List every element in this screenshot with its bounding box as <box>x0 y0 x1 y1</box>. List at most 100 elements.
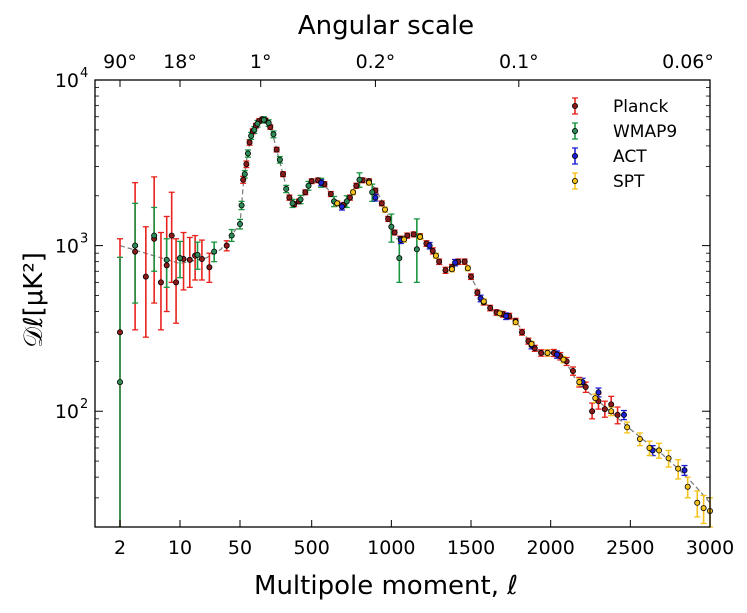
planck-errorbar <box>142 226 149 338</box>
planck-point <box>327 190 334 197</box>
wmap9-point <box>265 120 272 127</box>
spt-point <box>401 236 408 243</box>
planck-point <box>163 262 170 269</box>
spt-point <box>432 252 439 259</box>
y-axis-label: 𝒟ℓ[μK²] <box>19 252 49 348</box>
x-tick-label: 1500 <box>447 537 495 559</box>
top-tick-label: 0.06° <box>662 51 714 73</box>
spt-point <box>700 505 707 512</box>
act-point <box>503 313 510 320</box>
wmap9-point <box>396 255 403 262</box>
wmap9-point <box>248 132 255 139</box>
planck-point <box>569 367 576 374</box>
wmap9-point <box>413 246 420 253</box>
planck-point <box>353 182 360 189</box>
legend: Planck WMAP9 ACT SPT <box>572 97 677 192</box>
legend-marker <box>572 152 579 159</box>
top-tick-label: 0.1° <box>499 51 539 73</box>
spt-point <box>646 444 653 451</box>
wmap9-point <box>388 223 395 230</box>
act-point <box>595 389 602 396</box>
act-point <box>681 467 688 474</box>
spt-point <box>480 298 487 305</box>
planck-point <box>404 232 411 239</box>
spt-point <box>675 465 682 472</box>
spt-point <box>366 179 373 186</box>
planck-point <box>286 194 293 201</box>
wmap9-point <box>244 150 251 157</box>
top-tick-label: 0.2° <box>356 51 396 73</box>
planck-point <box>198 256 205 263</box>
planck-point <box>132 248 139 255</box>
planck-point <box>385 215 392 222</box>
spt-point <box>381 206 388 213</box>
wmap9-errorbar <box>117 256 123 527</box>
x-axis-label: Multipole moment, ℓ <box>254 571 518 601</box>
planck-point <box>429 247 436 254</box>
planck-point <box>280 171 287 178</box>
wmap9-point <box>343 198 350 205</box>
planck-point <box>410 231 417 238</box>
x-tick-label: 10 <box>168 537 192 559</box>
planck-point <box>436 258 443 265</box>
x-tick-label: 500 <box>294 537 330 559</box>
planck-point <box>487 305 494 312</box>
wmap9-point <box>238 202 245 209</box>
planck-point <box>474 289 481 296</box>
planck-point <box>608 401 615 408</box>
spt-point <box>560 356 567 363</box>
legend-item-wmap9: WMAP9 <box>572 122 677 142</box>
spt-point <box>544 349 551 356</box>
spt-point <box>656 447 663 454</box>
legend-marker <box>572 103 579 110</box>
wmap9-point <box>254 120 261 127</box>
planck-point <box>378 200 385 207</box>
planck-point <box>186 256 193 263</box>
act-point <box>338 203 345 210</box>
wmap9-point <box>236 221 243 228</box>
y-tick-label: 10 <box>55 70 79 92</box>
wmap9-point <box>356 176 363 183</box>
planck-point <box>168 232 175 239</box>
planck-point <box>468 273 475 280</box>
x-tick-label: 3000 <box>686 537 734 559</box>
planck-point <box>302 189 309 196</box>
spt-point <box>592 395 599 402</box>
spt-point <box>417 233 424 240</box>
planck-point <box>442 267 449 274</box>
act-point <box>372 194 379 201</box>
planck-point <box>223 242 230 249</box>
wmap9-point <box>151 232 158 239</box>
y-tick-exponent: 4 <box>80 66 88 81</box>
chart-title: Angular scale <box>298 11 474 41</box>
planck-point <box>582 384 589 391</box>
wmap9-point <box>283 185 290 192</box>
planck-point <box>601 406 608 413</box>
x-tick-label: 2500 <box>606 537 654 559</box>
wmap9-point <box>117 379 124 386</box>
legend-item-spt: SPT <box>572 172 645 192</box>
wmap9-point <box>163 256 170 263</box>
planck-point <box>273 146 280 153</box>
planck-point <box>519 329 526 336</box>
planck-point <box>142 273 149 280</box>
planck-point <box>243 161 250 168</box>
planck-point <box>240 176 247 183</box>
planck-point <box>461 258 468 265</box>
legend-item-planck: Planck <box>572 97 669 117</box>
wmap9-point <box>251 126 258 133</box>
wmap9-point <box>260 116 267 123</box>
spt-point <box>694 499 701 506</box>
spt-point <box>448 266 455 273</box>
spt-point <box>512 319 519 326</box>
spt-point <box>528 340 535 347</box>
wmap9-point <box>132 242 139 249</box>
wmap9-point <box>176 255 183 262</box>
wmap9-point <box>228 232 235 239</box>
spt-point <box>496 310 503 317</box>
legend-marker <box>572 127 579 134</box>
spt-point <box>334 200 341 207</box>
act-point <box>554 351 561 358</box>
act-point <box>426 242 433 249</box>
